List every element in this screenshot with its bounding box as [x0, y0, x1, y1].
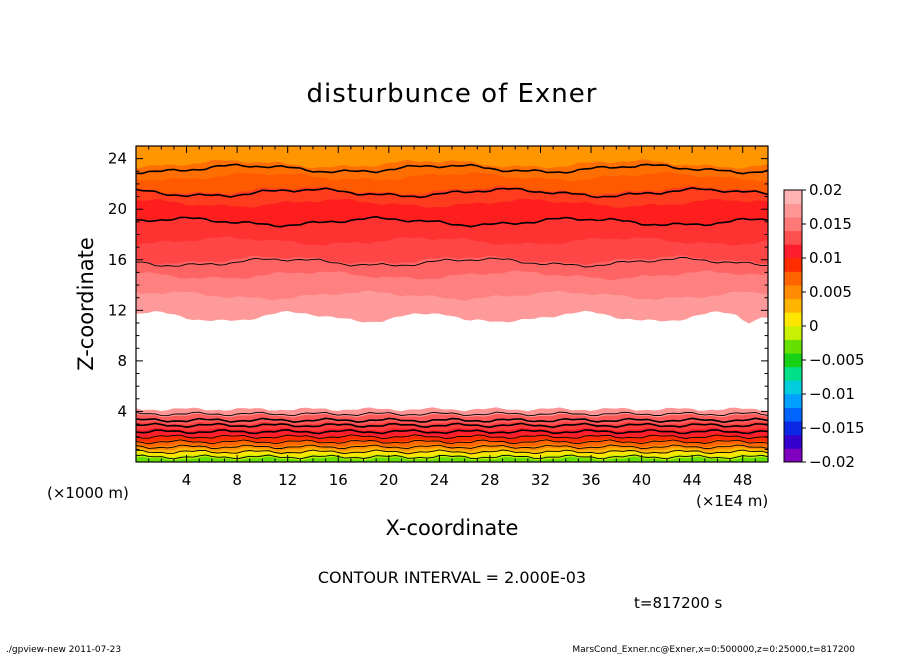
x-unit-label: (×1E4 m): [696, 492, 768, 510]
y-unit-label: (×1000 m): [47, 484, 129, 502]
x-tick-label: 4: [182, 471, 192, 489]
contour-fill-bands: [136, 146, 768, 462]
chart-title: disturbunce of Exner: [307, 79, 598, 109]
colorbar-label: 0.005: [809, 283, 852, 301]
colorbar-segment: [784, 190, 802, 204]
x-tick-label: 44: [683, 471, 702, 489]
colorbar-label: −0.015: [809, 419, 865, 437]
colorbar-segment: [784, 271, 802, 286]
y-axis-ticks: 4 8 12 16 20 24: [108, 145, 768, 463]
colorbar-labels: 0.02 0.015 0.01 0.005 0 −0.005 −0.01 −0.015 −0.0…: [802, 181, 865, 471]
x-tick-label: 12: [278, 471, 297, 489]
colorbar-segment: [784, 434, 802, 449]
colorbar-label: 0.015: [809, 215, 852, 233]
colorbar-segment: [784, 366, 802, 381]
x-axis-ticks: 4 8 12 16 20 24 28 32 36 40 44 48: [135, 146, 769, 489]
contour-line-4: [136, 434, 768, 440]
contour-band-11: [136, 310, 768, 412]
colorbar-segment: [784, 421, 802, 436]
colorbar-segment: [784, 339, 802, 354]
colorbar-segment: [784, 407, 802, 422]
colorbar-segment: [784, 217, 802, 232]
x-tick-label: 28: [480, 471, 499, 489]
x-tick-label: 16: [329, 471, 348, 489]
contour-lines: [136, 163, 768, 460]
colorbar-label: −0.01: [809, 385, 855, 403]
footer-left: ./gpview-new 2011-07-23: [6, 645, 121, 654]
y-axis-label: Z-coordinate: [74, 237, 98, 371]
colorbar-label: −0.005: [809, 351, 865, 369]
contour-line-9: [136, 256, 768, 268]
x-axis-label: X-coordinate: [386, 516, 519, 540]
contour-line-11: [136, 186, 768, 199]
x-tick-label: 48: [733, 471, 752, 489]
colorbar-segment: [784, 298, 802, 313]
colorbar-segment: [784, 244, 802, 259]
contour-line-1: [136, 449, 768, 455]
y-tick-label: 24: [108, 150, 127, 168]
colorbar-segment: [784, 394, 802, 408]
colorbar-segment: [784, 353, 802, 368]
y-tick-label: 16: [108, 251, 127, 269]
contour-line-12: [136, 163, 768, 175]
colorbar-segment: [784, 380, 802, 395]
colorbar-label: 0.01: [809, 249, 842, 267]
colorbar-label: −0.02: [809, 453, 855, 471]
colorbar-segment: [784, 285, 802, 300]
x-tick-label: 8: [232, 471, 242, 489]
x-tick-label: 40: [632, 471, 651, 489]
y-tick-label: 20: [108, 200, 127, 218]
contour-line-10: [136, 215, 768, 228]
contour-line-8: [136, 411, 768, 417]
contour-line-6: [136, 422, 768, 429]
contour-line-2: [136, 444, 768, 450]
x-tick-label: 32: [531, 471, 550, 489]
y-tick-label: 4: [117, 402, 127, 420]
footer-right: MarsCond_Exner.nc@Exner,x=0:500000,z=0:2…: [572, 645, 855, 654]
colorbar-label: 0.02: [809, 181, 842, 199]
colorbar-segment: [784, 312, 802, 327]
colorbar-label: 0: [809, 317, 819, 335]
colorbar: [784, 190, 802, 463]
colorbar-segment: [784, 230, 802, 245]
contour-line-0: [136, 454, 768, 460]
colorbar-segment: [784, 448, 802, 463]
y-tick-label: 12: [108, 301, 127, 319]
colorbar-segment: [784, 326, 802, 340]
contour-band-21: [136, 146, 768, 169]
time-text: t=817200 s: [634, 594, 722, 612]
contour-line-3: [136, 439, 768, 445]
contour-line-5: [136, 428, 768, 435]
x-tick-label: 20: [379, 471, 398, 489]
colorbar-segment: [784, 203, 802, 218]
y-tick-label: 8: [117, 352, 127, 370]
contour-line-7: [136, 417, 768, 424]
x-tick-label: 24: [430, 471, 449, 489]
colorbar-segment: [784, 258, 802, 272]
contour-interval-text: CONTOUR INTERVAL = 2.000E-03: [318, 568, 586, 587]
x-tick-label: 36: [581, 471, 600, 489]
